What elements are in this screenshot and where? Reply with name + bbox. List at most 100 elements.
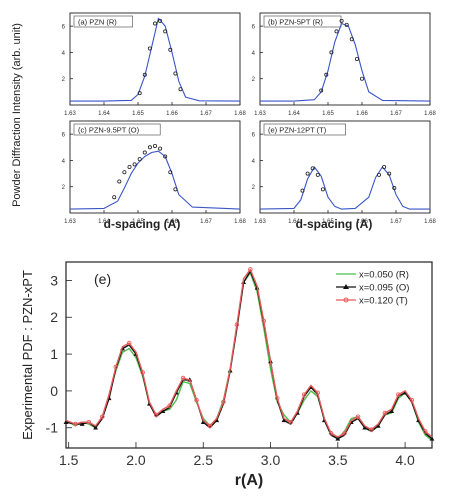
x-tick-label: 1.64 (98, 219, 110, 225)
data-point (319, 88, 324, 93)
panel-label-box (73, 15, 133, 28)
y-tick-label: 2 (62, 185, 66, 191)
data-point (173, 187, 178, 192)
data-point (429, 436, 435, 441)
plot-frame (259, 120, 431, 214)
data-point (153, 412, 159, 418)
data-point (113, 364, 119, 370)
x-tick-label: 1.63 (254, 219, 266, 225)
data-point (73, 421, 78, 427)
data-point (168, 170, 173, 175)
data-point (349, 37, 354, 42)
x-tick-label: 2.0 (126, 452, 146, 468)
data-point (200, 419, 206, 425)
x-tick-label: 1.67 (200, 111, 212, 117)
x-tick-label: 1.65 (322, 219, 334, 225)
data-point (376, 172, 381, 177)
panel-label: (b) PZN-5PT (R) (268, 18, 323, 27)
data-point (315, 172, 320, 177)
y-tick-label: 6 (252, 25, 256, 31)
y-tick-label: 4 (252, 51, 256, 57)
data-point (334, 29, 339, 34)
y-tick-label: 2 (62, 77, 66, 83)
data-point (178, 87, 183, 92)
panel-label: (a) PZN (R) (78, 18, 117, 27)
data-point (167, 403, 172, 408)
x-tick-label: 1.68 (424, 111, 436, 117)
data-point (281, 417, 287, 423)
data-point (354, 57, 359, 62)
data-point (320, 187, 325, 192)
x-tick-label: 1.66 (166, 219, 178, 225)
data-point (86, 419, 92, 425)
x-tick-label: 1.68 (424, 219, 436, 225)
y-tick-label: 0 (50, 383, 58, 399)
y-tick-label: 2 (50, 309, 58, 325)
data-point (180, 375, 186, 381)
chart-panel-3: 1.63 1.64 1.65 1.66 1.67 1.68 2 4 6 (c) PZN-9.5PT… (62, 120, 246, 225)
x-tick-label: 1.68 (234, 111, 246, 117)
data-point (396, 392, 401, 397)
data-point (207, 423, 213, 429)
x-axis-label: r(A) (235, 472, 263, 489)
legend-label: x=0.120 (T) (359, 296, 408, 307)
y-tick-label: 6 (252, 133, 256, 139)
data-point (355, 414, 361, 419)
data-point (382, 410, 388, 416)
data-point (160, 408, 166, 413)
panel-label: (e) PZN-12PT (T) (268, 126, 327, 135)
data-point (122, 170, 127, 175)
y-tick-label: 4 (62, 159, 66, 165)
data-point (152, 143, 157, 148)
data-point (234, 322, 240, 327)
x-tick-label: 1.65 (132, 111, 144, 117)
data-point (140, 370, 145, 375)
chart-panel-1: 1.63 1.64 1.65 1.66 1.67 1.68 2 4 6 (a) PZN (R) (62, 12, 246, 117)
panel-label-box (73, 123, 161, 136)
data-point (127, 164, 132, 169)
data-point (409, 397, 415, 403)
data-point (387, 171, 392, 176)
x-tick-label: 1.65 (132, 219, 144, 225)
series-line (259, 166, 430, 210)
data-point (329, 50, 334, 55)
data-point (335, 436, 341, 441)
x-tick-label: 1.5 (59, 452, 79, 468)
top-right-x-axis-label: d-spacing (A) (296, 217, 373, 231)
x-tick-label: 1.66 (356, 219, 368, 225)
data-point (117, 179, 122, 184)
data-point (137, 91, 142, 96)
y-tick-label: 1 (50, 346, 58, 362)
data-point (147, 145, 152, 150)
legend-label: x=0.095 (O) (359, 283, 409, 294)
data-point (142, 72, 147, 77)
x-tick-label: 1.67 (390, 219, 402, 225)
x-tick-label: 1.67 (390, 111, 402, 117)
data-point (392, 186, 397, 191)
data-point (300, 188, 305, 193)
x-tick-label: 1.63 (64, 219, 76, 225)
data-point (63, 419, 69, 425)
data-point (137, 157, 142, 162)
data-point (214, 417, 220, 423)
x-tick-label: 4.0 (395, 452, 415, 468)
data-point (163, 154, 168, 159)
data-point (147, 46, 152, 51)
data-point (324, 72, 329, 77)
data-point (315, 390, 320, 396)
series-line (260, 22, 431, 102)
data-point (344, 22, 349, 27)
panel-label-box (263, 15, 342, 28)
x-tick-label: 3.0 (261, 452, 281, 468)
y-tick-label: 6 (62, 25, 66, 31)
top-y-axis-label: Powder Diffraction Intensity (arb. unit) (11, 23, 23, 207)
data-point (339, 18, 344, 23)
y-tick-label: 6 (62, 133, 66, 139)
chart-panel-4: 1.63 1.64 1.65 1.66 1.67 1.68 2 4 6 (e) PZN-12PT … (252, 120, 436, 225)
data-point (423, 429, 428, 434)
data-point (342, 431, 347, 436)
data-point (168, 47, 173, 52)
legend-marker (343, 297, 349, 303)
chart-panel-5: 1.5 2.0 2.5 3.0 3.5 4.0 -1 0 1 2 3 (e) x=0.050 (R) x=… (20, 261, 435, 489)
